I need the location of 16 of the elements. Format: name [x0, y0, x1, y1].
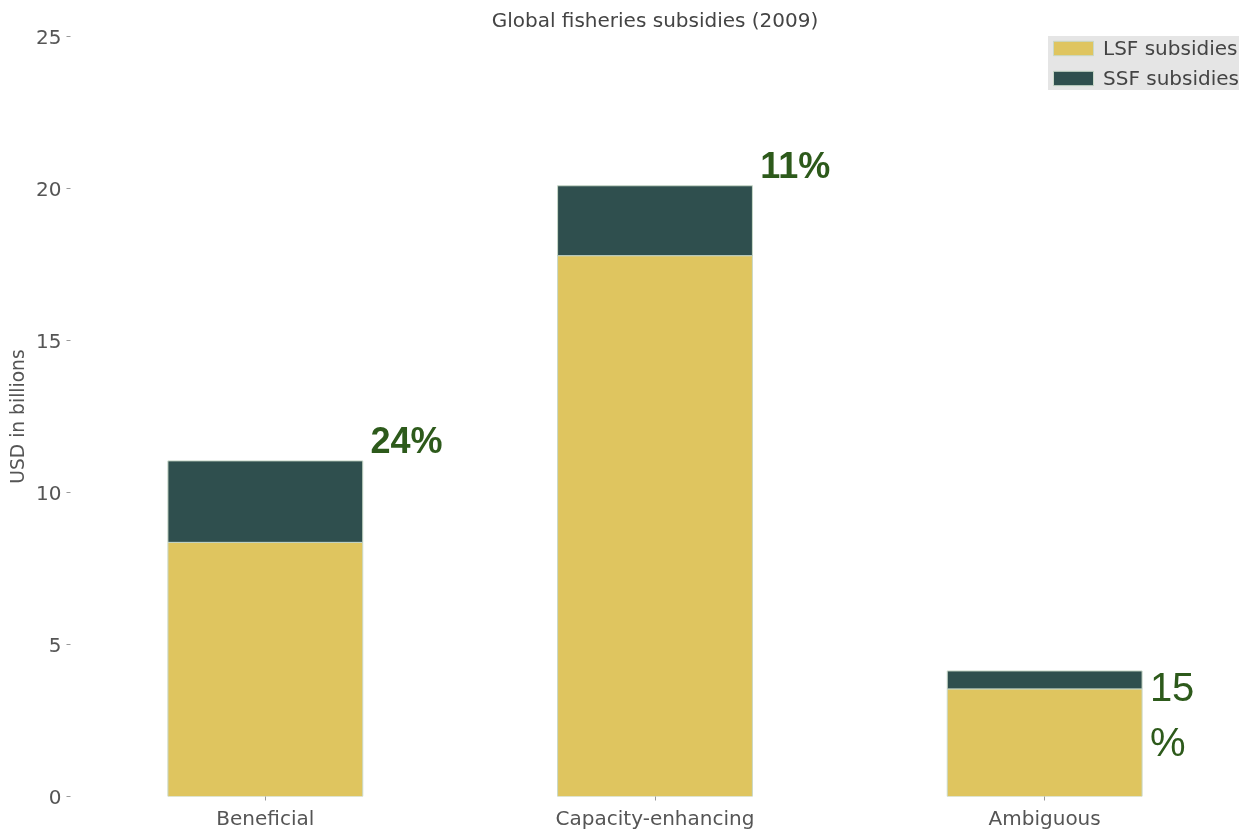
x-tick-label: Ambiguous: [988, 805, 1101, 830]
y-tick-label: 25: [36, 24, 62, 49]
y-tick-label: 15: [36, 328, 62, 353]
y-tick-label: 0: [48, 784, 62, 809]
annotation: 15 %: [1149, 664, 1195, 764]
annotation: 24%: [370, 419, 443, 461]
x-tick-label: Beneficial: [216, 805, 315, 830]
legend-label: SSF subsidies: [1103, 66, 1239, 90]
x-tick-label: Capacity-enhancing: [555, 805, 755, 830]
legend-label: LSF subsidies: [1103, 36, 1238, 60]
y-axis-title: USD in billions: [7, 349, 29, 484]
y-tick-label: 10: [36, 480, 62, 505]
y-tick-label: 20: [36, 176, 62, 201]
chart-title: Global fisheries subsidies (2009): [491, 7, 819, 32]
y-tick-label: 5: [48, 632, 62, 657]
annotation: 11%: [760, 144, 831, 186]
